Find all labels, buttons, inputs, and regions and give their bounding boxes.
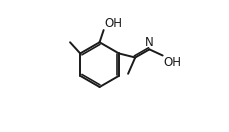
- Text: N: N: [144, 36, 153, 49]
- Text: OH: OH: [162, 56, 180, 69]
- Text: OH: OH: [104, 16, 122, 30]
